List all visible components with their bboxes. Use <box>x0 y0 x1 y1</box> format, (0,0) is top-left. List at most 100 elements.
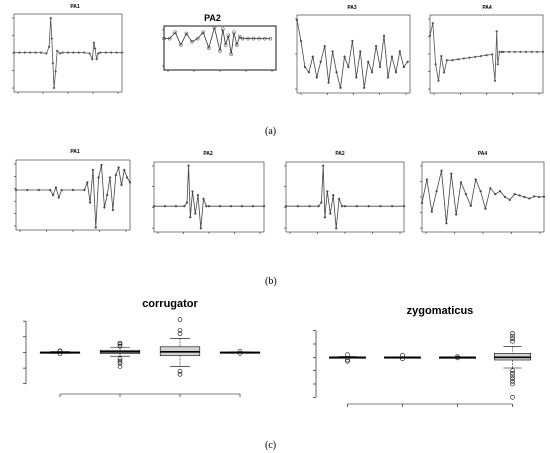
data-point <box>513 192 516 196</box>
data-point <box>311 55 314 58</box>
outlier-point <box>117 361 123 366</box>
data-point <box>496 63 499 66</box>
data-point <box>226 33 231 38</box>
plot-frame <box>153 161 265 233</box>
plot-frame <box>285 161 405 233</box>
data-point <box>12 51 16 54</box>
data-point <box>71 188 75 192</box>
data-point <box>173 30 178 35</box>
outlier-point <box>510 373 515 379</box>
data-point <box>391 205 394 208</box>
series-line <box>164 27 271 55</box>
data-point <box>88 201 92 204</box>
outlier-point <box>510 395 515 400</box>
data-point <box>108 176 112 179</box>
outlier-point <box>345 357 350 363</box>
data-point <box>60 188 63 192</box>
data-point <box>519 50 522 54</box>
outlier-point <box>117 364 123 369</box>
data-point <box>319 60 322 63</box>
data-point <box>111 208 115 212</box>
data-point <box>378 65 382 69</box>
outlier-point <box>345 352 350 358</box>
data-point <box>498 50 501 54</box>
data-point <box>440 169 443 172</box>
data-point <box>329 212 332 215</box>
data-point <box>462 57 466 60</box>
outlier-point <box>237 351 243 356</box>
data-point <box>435 190 438 193</box>
data-point <box>331 50 334 53</box>
data-point <box>92 41 96 44</box>
plot-b2 <box>152 161 266 234</box>
data-point <box>120 51 124 54</box>
data-point <box>52 86 56 90</box>
data-point <box>382 34 386 37</box>
data-point <box>128 181 132 184</box>
data-point <box>103 206 106 209</box>
data-point <box>152 205 156 208</box>
data-point <box>72 51 75 54</box>
plot-b2-title: PA2 <box>203 151 213 157</box>
data-point <box>493 79 497 82</box>
outlier-point <box>177 317 183 322</box>
data-point <box>307 71 311 74</box>
data-point <box>61 51 64 54</box>
boxplot-zygomaticus <box>313 330 531 407</box>
data-point <box>190 39 194 44</box>
data-point <box>262 36 267 41</box>
data-point <box>50 37 53 40</box>
data-point <box>201 30 206 35</box>
data-point <box>296 205 299 208</box>
data-point <box>174 205 178 208</box>
outlier-point <box>510 336 515 342</box>
outlier-point <box>455 355 460 361</box>
data-point <box>507 50 511 54</box>
data-point <box>494 192 497 196</box>
data-point <box>440 54 443 58</box>
data-point <box>199 227 202 230</box>
boxplot-corrugator <box>23 317 261 397</box>
data-point <box>110 51 113 54</box>
data-point <box>374 45 378 48</box>
data-point <box>234 43 239 47</box>
data-point <box>196 194 200 197</box>
outlier-point <box>510 331 515 336</box>
data-point <box>223 43 228 47</box>
plot-frame <box>15 159 131 231</box>
data-point <box>205 205 208 208</box>
data-point <box>14 188 18 192</box>
data-point <box>323 216 327 219</box>
data-point <box>299 39 303 43</box>
data-point <box>524 50 528 54</box>
data-point <box>379 205 382 208</box>
data-point <box>97 176 100 179</box>
data-point <box>83 51 86 54</box>
data-point <box>508 198 511 202</box>
data-point <box>491 53 494 56</box>
data-point <box>18 51 21 54</box>
data-point <box>99 51 102 54</box>
data-point <box>339 86 342 89</box>
plot-b4-title: PA4 <box>477 151 488 157</box>
boxplot-corrugator-title: corrugator <box>142 298 198 310</box>
outlier-point <box>117 358 123 364</box>
plot-a1 <box>12 13 124 94</box>
outlier-point <box>177 368 183 374</box>
data-point <box>474 55 477 59</box>
data-point <box>94 226 97 229</box>
data-point <box>49 188 52 192</box>
plot-frame <box>429 14 544 94</box>
data-point <box>58 52 62 55</box>
outlier-point <box>177 331 183 337</box>
plot-a3 <box>295 14 411 95</box>
data-point <box>114 173 117 177</box>
data-point <box>434 63 437 66</box>
outlier-point <box>117 343 123 349</box>
data-point <box>184 31 189 36</box>
data-point <box>54 186 58 189</box>
data-point <box>445 59 449 62</box>
data-point <box>537 195 541 199</box>
outlier-point <box>400 356 405 362</box>
outlier-point <box>57 351 63 357</box>
